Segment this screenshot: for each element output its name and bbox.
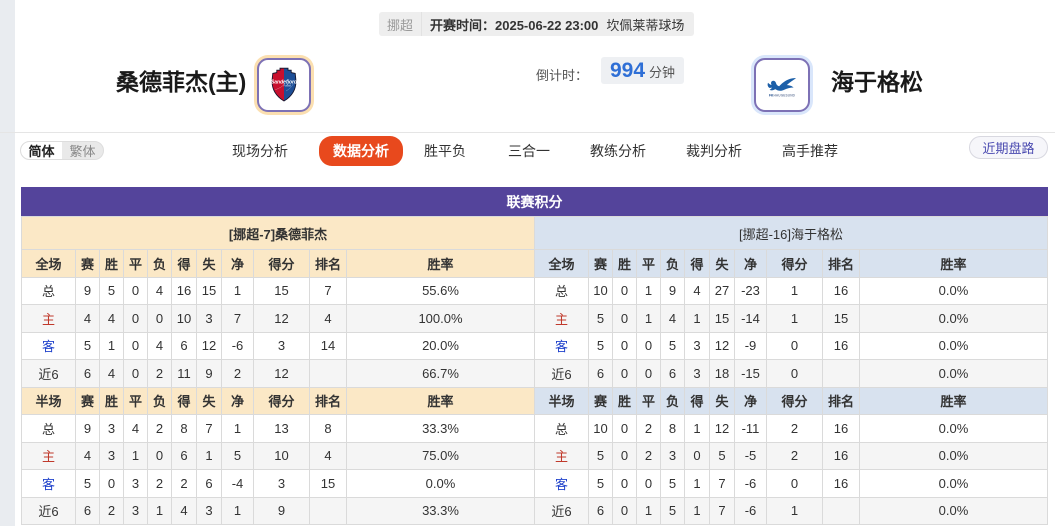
svg-text:Fotball: Fotball: [284, 85, 292, 88]
svg-text:FKHAUGESUND: FKHAUGESUND: [769, 93, 796, 97]
